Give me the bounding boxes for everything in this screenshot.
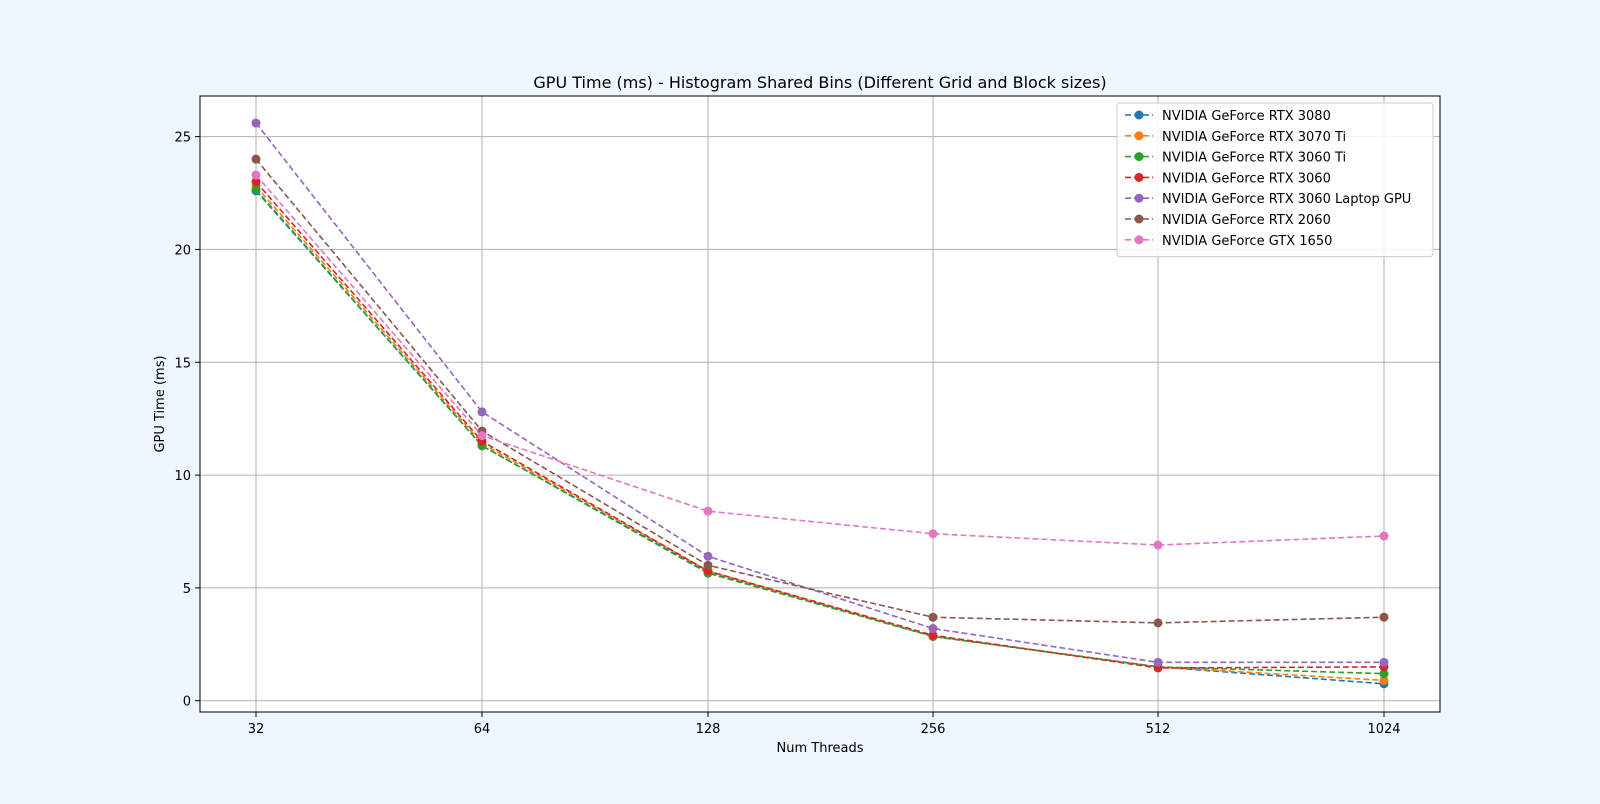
plot-frame — [199, 95, 1441, 713]
legend: NVIDIA GeForce RTX 3080 NVIDIA GeForce RT… — [1116, 102, 1434, 258]
series-line — [255, 181, 1385, 669]
y-axis-label: GPU Time (ms) — [153, 355, 168, 452]
data-point — [1153, 657, 1163, 667]
y-tick-label: 0 — [183, 695, 191, 710]
series-line — [255, 158, 1385, 624]
chart-title: GPU Time (ms) - Histogram Shared Bins (D… — [533, 73, 1106, 92]
series-line — [255, 185, 1385, 682]
y-tick-label: 15 — [174, 356, 191, 371]
data-point — [1379, 531, 1389, 541]
legend-label: NVIDIA GeForce RTX 3080 — [1162, 109, 1331, 124]
legend-label: NVIDIA GeForce RTX 3060 Ti — [1162, 151, 1346, 166]
data-point — [928, 612, 938, 622]
series-group — [251, 154, 1389, 628]
y-tick-label: 5 — [183, 582, 191, 597]
data-point — [477, 407, 487, 417]
x-tick-label: 256 — [921, 722, 946, 737]
data-point — [1379, 675, 1389, 685]
legend-label: NVIDIA GeForce GTX 1650 — [1162, 234, 1332, 249]
legend-marker — [1134, 110, 1144, 120]
y-tick-label: 10 — [174, 469, 191, 484]
series-group — [251, 170, 1389, 550]
legend-item: NVIDIA GeForce RTX 3060 — [1125, 171, 1331, 186]
legend-marker — [1134, 152, 1144, 162]
legend-label: NVIDIA GeForce RTX 3060 — [1162, 171, 1331, 186]
data-point — [1153, 618, 1163, 628]
data-point — [251, 185, 261, 195]
legend-item: NVIDIA GeForce RTX 3060 Laptop GPU — [1125, 192, 1411, 207]
y-tick-label: 25 — [174, 131, 191, 146]
series-layer — [251, 118, 1389, 689]
legend-item: NVIDIA GeForce RTX 2060 — [1125, 213, 1331, 228]
x-tick-label: 64 — [474, 722, 491, 737]
series-line — [255, 122, 1384, 664]
data-point — [1379, 669, 1389, 679]
series-group — [251, 177, 1389, 673]
legend-item: NVIDIA GeForce RTX 3080 — [1125, 109, 1331, 124]
x-tick-label: 1024 — [1367, 722, 1400, 737]
data-point — [251, 154, 261, 164]
data-point — [928, 624, 938, 634]
tick-layer: 32 64 128 256 512 1024 0 5 10 15 20 25 — [174, 131, 1400, 737]
legend-item: NVIDIA GeForce RTX 3070 Ti — [1125, 130, 1346, 145]
data-point — [1379, 612, 1389, 622]
x-tick-label: 128 — [696, 722, 721, 737]
legend-marker — [1134, 214, 1144, 224]
x-tick-label: 32 — [248, 722, 265, 737]
data-point — [1379, 657, 1389, 667]
legend-item: NVIDIA GeForce RTX 3060 Ti — [1125, 151, 1346, 166]
data-point — [703, 560, 713, 570]
legend-label: NVIDIA GeForce RTX 2060 — [1162, 213, 1331, 228]
data-point — [477, 431, 487, 441]
legend-marker — [1134, 235, 1144, 245]
legend-item: NVIDIA GeForce GTX 1650 — [1125, 234, 1332, 249]
series-line — [255, 174, 1385, 546]
data-point — [251, 177, 261, 187]
legend-marker — [1134, 193, 1144, 203]
legend-label: NVIDIA GeForce RTX 3070 Ti — [1162, 130, 1346, 145]
x-axis-label: Num Threads — [777, 741, 864, 756]
data-point — [928, 529, 938, 539]
legend-marker — [1134, 131, 1144, 141]
legend-label: NVIDIA GeForce RTX 3060 Laptop GPU — [1162, 192, 1411, 207]
data-point — [251, 118, 261, 128]
data-point — [928, 630, 938, 640]
data-point — [703, 551, 713, 561]
legend-box — [1116, 102, 1434, 258]
data-point — [1153, 540, 1163, 550]
legend-marker — [1134, 172, 1144, 182]
series-group — [251, 118, 1389, 667]
data-point — [251, 170, 261, 180]
y-tick-label: 20 — [174, 243, 191, 258]
data-point — [703, 506, 713, 516]
x-tick-label: 512 — [1146, 722, 1171, 737]
